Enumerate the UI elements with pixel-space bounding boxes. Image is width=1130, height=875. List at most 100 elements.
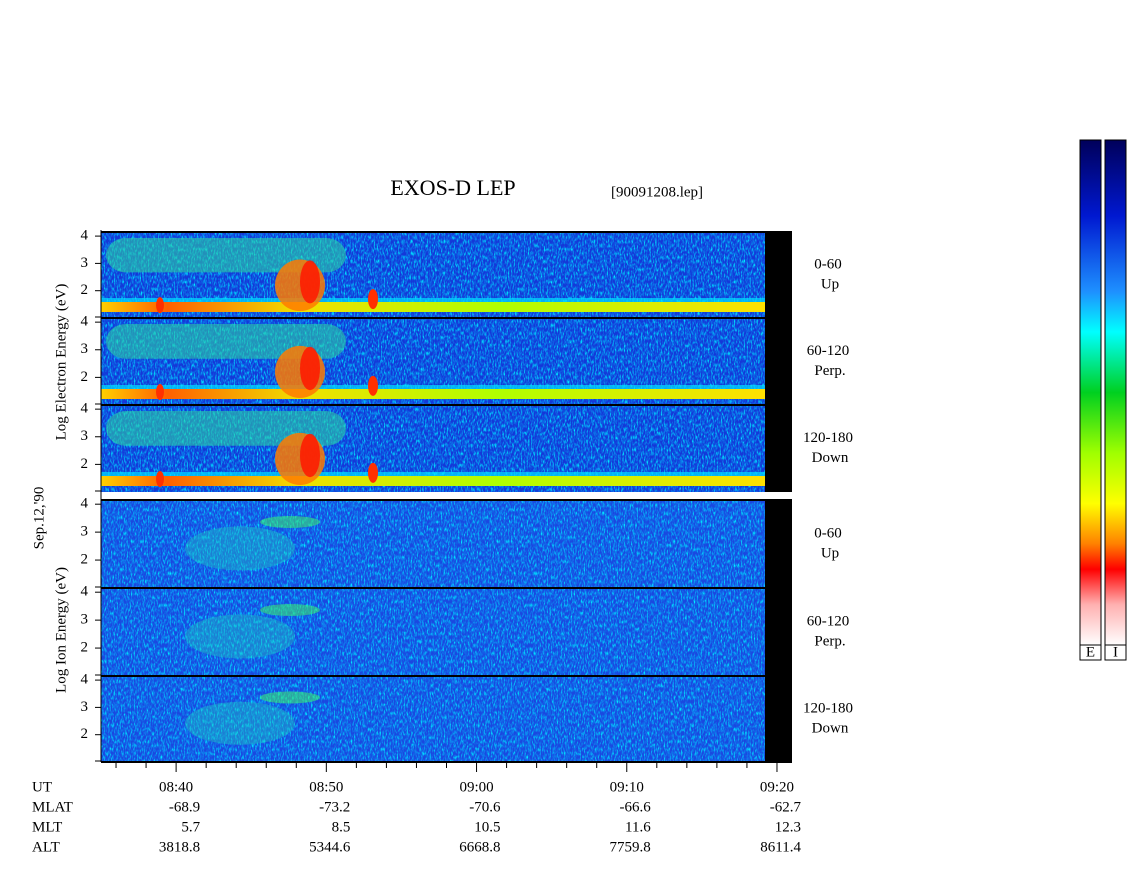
colorbar — [1079, 139, 1102, 646]
y-tick-label: 2 — [81, 456, 89, 472]
spectrogram-texture — [101, 588, 765, 676]
data-gap — [765, 232, 792, 318]
y-tick-label: 4 — [81, 584, 89, 600]
orbit-value: 12.3 — [775, 819, 801, 835]
spectrogram-texture — [106, 324, 346, 359]
spectrogram-texture — [101, 298, 765, 302]
direction-label: Up — [821, 545, 839, 561]
spectrogram-texture — [156, 470, 164, 487]
x-tick-label: 09:00 — [459, 779, 493, 795]
spectrogram-texture — [101, 385, 765, 389]
orbit-value: 8611.4 — [760, 839, 801, 855]
orbit-value: 5344.6 — [309, 839, 351, 855]
orbit-value: -66.6 — [620, 799, 652, 815]
spectrogram-texture — [106, 238, 346, 273]
direction-label: Perp. — [814, 633, 845, 649]
data-gap — [765, 588, 792, 676]
y-tick-label: 3 — [81, 699, 89, 715]
spectrogram-texture — [185, 614, 295, 659]
colorbar-label: I — [1113, 644, 1118, 660]
y-tick-label: 2 — [81, 726, 89, 742]
spectrogram-texture — [185, 701, 295, 745]
pitch-angle-label: 60-120 — [807, 613, 850, 629]
orbit-value: 10.5 — [474, 819, 500, 835]
orbit-value: 5.7 — [181, 819, 200, 835]
y-tick-label: 2 — [81, 552, 89, 568]
y-tick-label: 2 — [81, 640, 89, 656]
spectrogram-texture — [101, 389, 765, 399]
spectrogram-texture — [300, 260, 320, 304]
title: EXOS-D LEP — [390, 175, 515, 200]
orbit-row-label: MLAT — [32, 799, 73, 815]
y-tick-label: 3 — [81, 612, 89, 628]
orbit-value: 6668.8 — [459, 839, 500, 855]
data-gap — [765, 405, 792, 492]
colorbar — [1104, 139, 1127, 646]
y-tick-label: 2 — [81, 369, 89, 385]
y-tick-label: 4 — [81, 401, 89, 417]
spectrogram-texture — [368, 375, 378, 396]
ion-axis-label: Log Ion Energy (eV) — [53, 567, 69, 693]
electron-axis-label: Log Electron Energy (eV) — [53, 284, 69, 441]
data-gap — [765, 676, 792, 762]
orbit-value: -73.2 — [319, 799, 350, 815]
y-tick-label: 4 — [81, 496, 89, 512]
date-label: Sep.12,'90 — [31, 487, 47, 550]
spectrogram-texture — [185, 526, 295, 571]
spectrogram-panel — [101, 676, 792, 762]
pitch-angle-label: 0-60 — [814, 256, 842, 272]
spectrogram-texture — [260, 516, 320, 528]
file-label: [90091208.lep] — [611, 184, 703, 200]
orbit-value: -70.6 — [469, 799, 501, 815]
spectrogram-texture — [368, 462, 378, 483]
spectrogram-texture — [156, 383, 164, 400]
y-tick-label: 4 — [81, 672, 89, 688]
spectrogram-texture — [156, 297, 164, 314]
pitch-angle-label: 0-60 — [814, 525, 842, 541]
x-tick-label: 08:50 — [309, 779, 343, 795]
pitch-angle-label: 60-120 — [807, 343, 850, 359]
pitch-angle-label: 120-180 — [803, 430, 853, 446]
y-tick-label: 3 — [81, 428, 89, 444]
y-tick-label: 2 — [81, 282, 89, 298]
y-tick-label: 3 — [81, 255, 89, 271]
orbit-row-label: ALT — [32, 839, 60, 855]
data-gap — [765, 500, 792, 588]
colorbar-box — [1104, 644, 1127, 661]
data-gap — [765, 318, 792, 405]
spectrogram-panel — [101, 405, 792, 492]
spectrogram-texture — [260, 604, 320, 616]
colorbar-label: E — [1086, 644, 1095, 660]
direction-label: Down — [812, 450, 849, 466]
orbit-row-label: MLT — [32, 819, 62, 835]
y-tick-label: 4 — [81, 228, 89, 244]
orbit-value: -62.7 — [770, 799, 802, 815]
spectrogram-texture — [101, 476, 765, 486]
colorbars: E I — [1079, 139, 1127, 661]
orbit-row-label: UT — [32, 779, 52, 795]
spectrogram-texture — [300, 346, 320, 391]
x-tick-label: 09:20 — [760, 779, 794, 795]
direction-label: Up — [821, 276, 839, 292]
x-tick-label: 09:10 — [610, 779, 644, 795]
orbit-value: 3818.8 — [159, 839, 200, 855]
spectrogram-texture — [260, 691, 320, 704]
spectrogram-texture — [368, 289, 378, 310]
spectrogram-panel — [101, 588, 792, 676]
spectrogram-texture — [101, 302, 765, 312]
spectrogram-panel — [101, 232, 792, 318]
colorbar-box — [1079, 644, 1102, 661]
orbit-value: -68.9 — [169, 799, 200, 815]
spectrogram-texture — [101, 676, 765, 762]
spectrogram-panel — [101, 500, 792, 588]
spectrogram-texture — [106, 411, 346, 446]
spectrogram-panel — [101, 318, 792, 405]
orbit-value: 8.5 — [332, 819, 351, 835]
spectrogram-texture — [101, 472, 765, 476]
y-tick-label: 4 — [81, 314, 89, 330]
orbit-value: 7759.8 — [610, 839, 651, 855]
x-tick-label: 08:40 — [159, 779, 193, 795]
pitch-angle-label: 120-180 — [803, 700, 853, 716]
